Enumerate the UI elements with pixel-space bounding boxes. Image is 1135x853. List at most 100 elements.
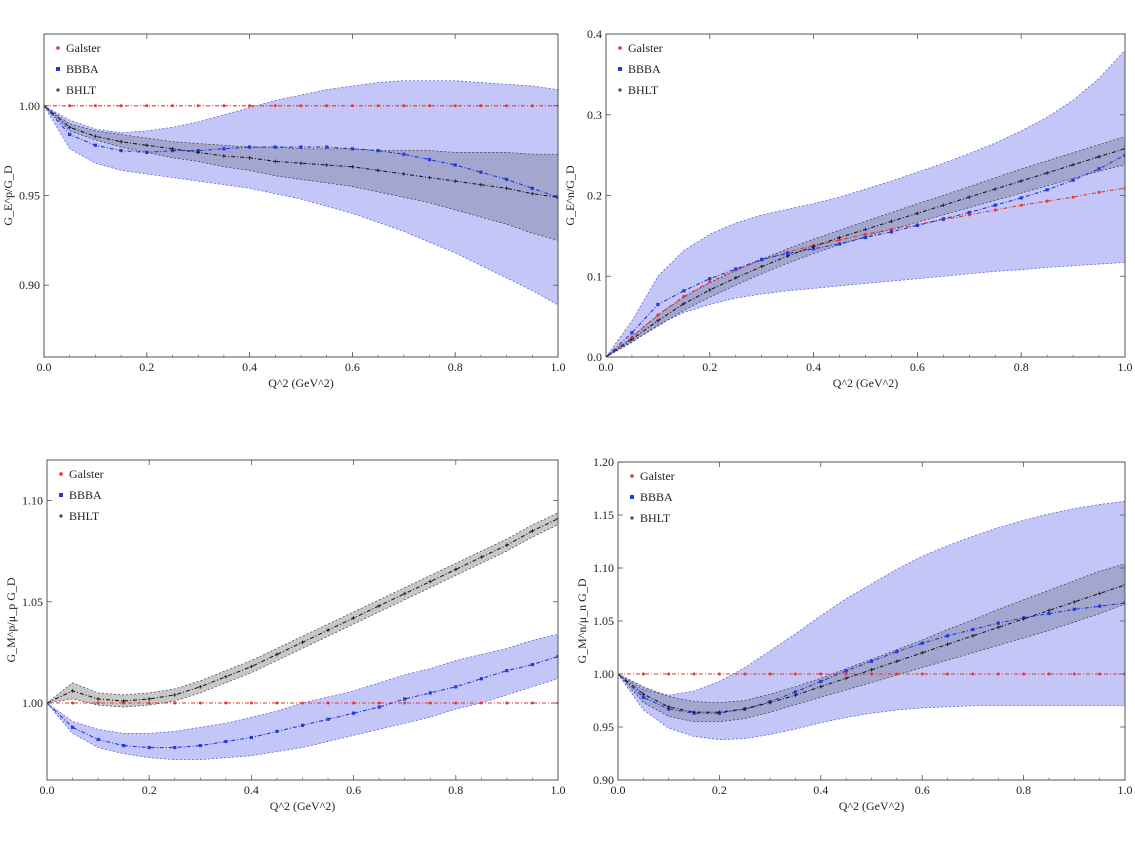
legend-label-galster: Galster [628, 41, 663, 55]
data-point-bhlt [249, 664, 254, 669]
data-point-bhlt [869, 667, 874, 672]
data-point-galster [249, 701, 253, 705]
legend-label-bhlt: BHLT [66, 83, 97, 97]
data-point-bhlt [505, 543, 509, 547]
data-point-bhlt [504, 186, 509, 191]
data-point-bbba [122, 743, 126, 748]
data-point-bbba [427, 158, 432, 162]
y-tick-label: 0.0 [587, 350, 602, 364]
data-point-bhlt [708, 288, 712, 292]
x-tick-label: 1.0 [1118, 783, 1133, 797]
legend-label-bbba: BBBA [66, 62, 99, 76]
y-tick-label: 0.2 [587, 189, 602, 203]
data-point-galster [198, 701, 202, 705]
data-point-bbba [889, 230, 894, 234]
data-point-bhlt [793, 693, 798, 697]
data-point-galster [1019, 203, 1023, 207]
x-tick-label: 0.6 [345, 360, 360, 374]
data-point-bbba [1123, 601, 1125, 605]
data-point-bhlt [945, 642, 950, 647]
data-point-bhlt [785, 254, 790, 258]
legend-marker-galster [618, 46, 622, 50]
data-point-galster [479, 701, 483, 705]
data-point-galster [71, 701, 75, 705]
data-point-bhlt [402, 591, 407, 596]
y-tick-label: 1.05 [22, 595, 43, 609]
data-point-bhlt [377, 604, 381, 608]
data-point-galster [656, 313, 660, 317]
series-line-bbba [618, 602, 1125, 714]
data-point-galster [505, 104, 509, 108]
data-point-bhlt [224, 674, 228, 679]
data-point-bbba [145, 150, 149, 155]
data-point-bbba [530, 186, 534, 190]
data-point-bbba [376, 149, 380, 153]
data-point-galster [93, 104, 97, 108]
data-point-bhlt [1072, 600, 1077, 604]
data-point-galster [275, 701, 279, 705]
bbba-band-upper-edge [618, 500, 1125, 696]
data-point-galster [717, 672, 721, 676]
data-point-bbba [920, 641, 924, 645]
data-point-bbba [248, 145, 252, 149]
data-point-bbba [93, 143, 97, 147]
x-tick-label: 0.6 [915, 783, 930, 797]
legend-marker-bhlt [56, 88, 60, 92]
data-point-galster [505, 701, 509, 705]
data-point-bbba [300, 723, 305, 727]
data-point-galster [1072, 672, 1076, 676]
data-point-bbba [819, 679, 823, 684]
data-point-bhlt [350, 164, 355, 169]
legend-marker-bhlt [59, 514, 63, 518]
panel-top-right: 0.0 0.2 0.4 0.6 0.8 1.0 0.0 0.1 0.2 0.3 0.4 Q^2 (Ge… [563, 27, 1133, 390]
bhlt-band-upper-edge [44, 105, 558, 155]
data-point-bhlt [641, 692, 646, 696]
legend-label-galster: Galster [640, 469, 675, 483]
data-point-bhlt [428, 579, 433, 584]
plot-area [618, 500, 1125, 741]
legend-label-bbba: BBBA [628, 62, 661, 76]
data-point-bhlt [402, 172, 406, 176]
y-tick-label: 0.3 [587, 108, 602, 122]
y-tick-label: 0.90 [593, 773, 614, 787]
data-point-bbba [793, 690, 798, 694]
y-tick-label: 1.20 [593, 455, 614, 469]
data-point-bhlt [941, 203, 946, 207]
data-point-bhlt [326, 628, 330, 632]
data-point-galster [630, 335, 634, 339]
data-point-bhlt [759, 264, 764, 269]
data-point-bbba [1123, 153, 1125, 157]
plot-area [44, 80, 558, 306]
data-point-galster [793, 672, 797, 676]
data-point-galster [403, 701, 407, 705]
data-point-bbba [299, 145, 303, 149]
data-point-bbba [941, 217, 945, 221]
data-point-bhlt [1019, 179, 1023, 183]
data-point-bhlt [837, 235, 842, 240]
data-point-bbba [275, 729, 279, 733]
data-point-galster [768, 672, 772, 676]
y-axis-title: G_E^p/G_D [1, 165, 15, 226]
data-point-bbba [786, 252, 790, 256]
y-tick-label: 1.00 [22, 696, 43, 710]
data-point-galster [428, 104, 431, 108]
y-tick-label: 0.4 [587, 27, 602, 41]
data-point-bhlt [915, 211, 920, 216]
data-point-bbba [1097, 167, 1101, 171]
bbba-band-lower-edge [44, 105, 558, 306]
data-point-bhlt [733, 276, 738, 280]
data-point-galster [844, 672, 848, 676]
data-point-bhlt [1123, 583, 1125, 587]
legend-label-bhlt: BHLT [640, 511, 671, 525]
legend-marker-bbba [59, 493, 63, 497]
x-tick-label: 0.4 [244, 783, 259, 797]
data-point-galster [376, 104, 380, 108]
data-point-galster [248, 104, 252, 108]
data-point-bhlt [376, 168, 380, 173]
data-point-bhlt [96, 697, 100, 701]
data-point-bhlt [1045, 171, 1049, 175]
data-point-galster [224, 701, 228, 705]
data-point-bbba [869, 659, 874, 663]
data-point-bhlt [300, 640, 305, 645]
